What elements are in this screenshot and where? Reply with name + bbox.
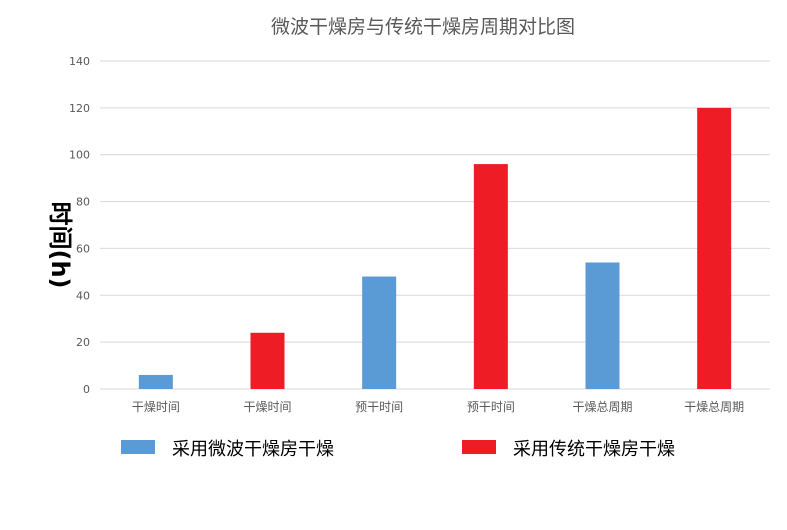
x-tick-label: 预干时间: [355, 400, 403, 414]
legend: 采用微波干燥房干燥 采用传统干燥房干燥: [121, 439, 675, 460]
x-tick-label: 干燥时间: [132, 400, 180, 414]
legend-label-microwave: 采用微波干燥房干燥: [172, 439, 334, 460]
x-axis-ticks: 干燥时间 干燥时间 预干时间 预干时间 干燥总周期 干燥总周期: [132, 400, 744, 414]
y-tick-label: 20: [76, 336, 90, 349]
legend-swatch-traditional: [462, 440, 496, 454]
y-axis-ticks: 0 20 40 60 80 100 120 140: [69, 55, 90, 396]
y-tick-label: 140: [69, 55, 90, 68]
x-tick-label: 干燥总周期: [684, 400, 744, 414]
y-tick-label: 60: [76, 242, 90, 255]
chart-title: 微波干燥房与传统干燥房周期对比图: [271, 16, 575, 38]
y-tick-label: 120: [69, 102, 90, 115]
bar-traditional: [250, 332, 285, 389]
gridlines: [100, 60, 770, 390]
y-tick-label: 100: [69, 149, 90, 162]
bars: [138, 107, 732, 389]
x-tick-label: 干燥总周期: [572, 400, 632, 414]
y-tick-label: 0: [83, 383, 90, 396]
x-tick-label: 预干时间: [467, 400, 515, 414]
legend-label-traditional: 采用传统干燥房干燥: [513, 439, 675, 460]
x-tick-label: 干燥时间: [243, 400, 291, 414]
bar-traditional: [473, 164, 508, 389]
legend-swatch-microwave: [121, 440, 155, 454]
bar-microwave: [585, 262, 620, 389]
bar-traditional: [697, 107, 732, 389]
bar-microwave: [362, 276, 397, 389]
y-tick-label: 80: [76, 196, 90, 209]
y-axis-title: 时间(h): [46, 201, 74, 288]
bar-microwave: [138, 374, 173, 389]
y-tick-label: 40: [76, 289, 90, 302]
